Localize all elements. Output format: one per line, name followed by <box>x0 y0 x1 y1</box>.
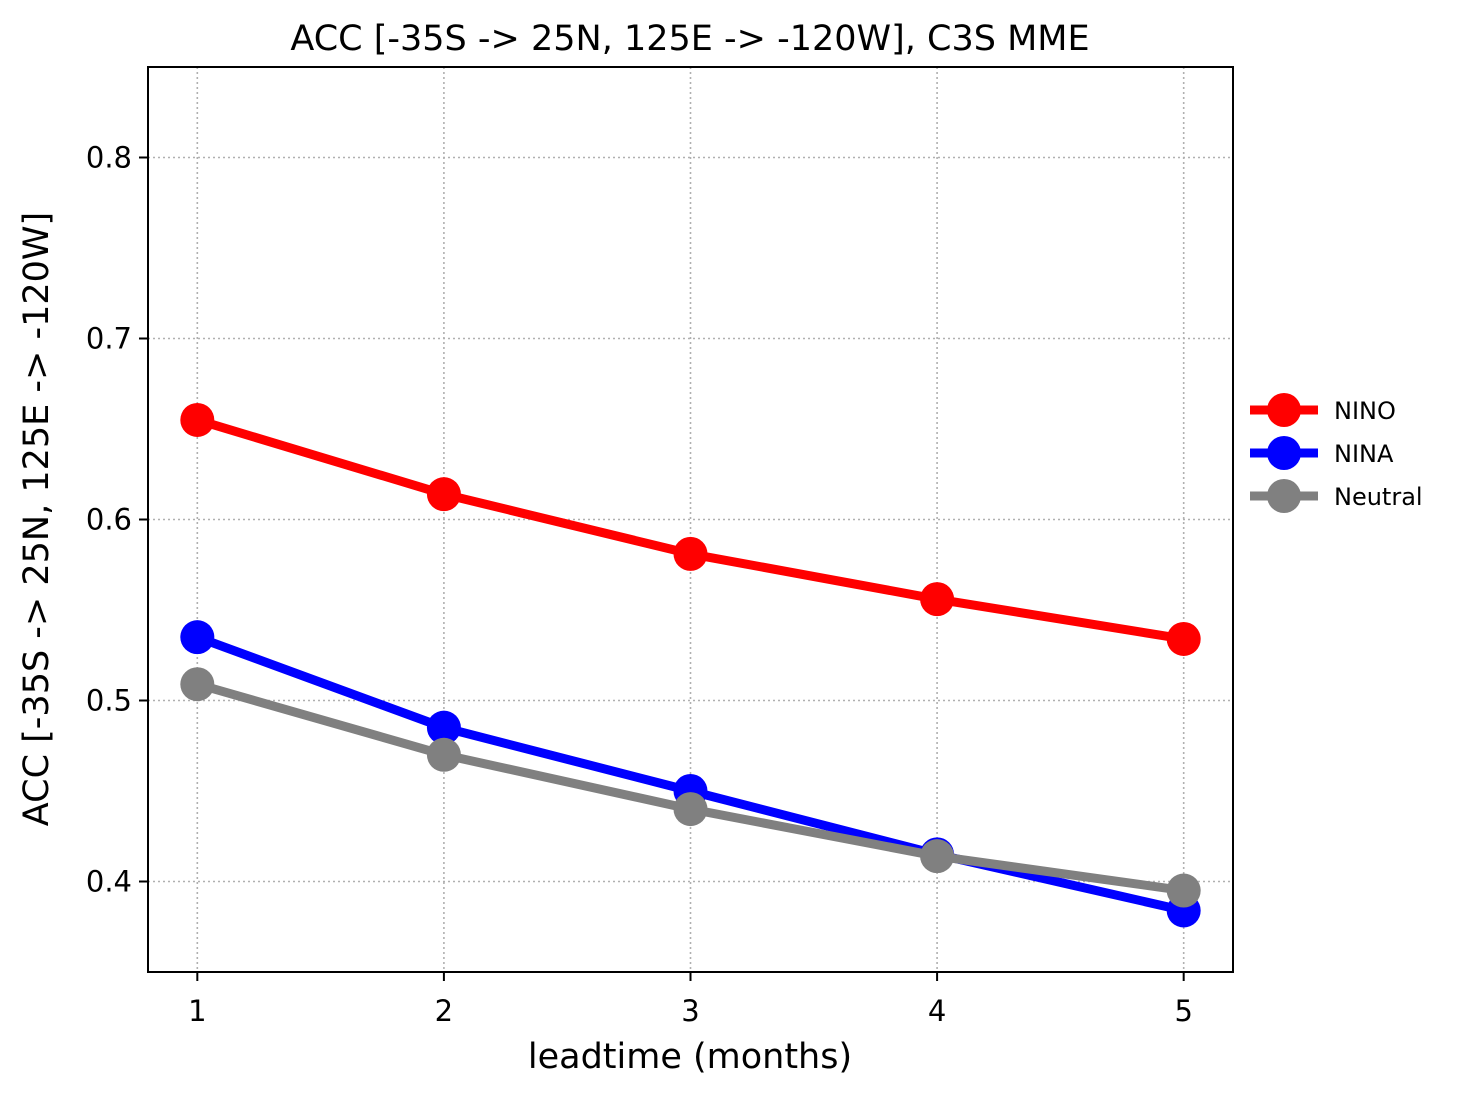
y-tick-label: 0.6 <box>86 503 132 537</box>
x-axis-ticks: 1 2 3 4 5 <box>188 972 1193 1028</box>
legend-item: NINO <box>1250 393 1396 427</box>
legend-label: NINA <box>1334 440 1394 468</box>
legend-marker <box>1267 393 1301 427</box>
x-tick-label: 2 <box>435 994 453 1028</box>
data-point-neutral <box>180 667 215 702</box>
data-point-neutral <box>426 737 461 772</box>
data-point-nino <box>180 402 215 437</box>
data-point-neutral <box>673 792 708 827</box>
legend: NINO NINA Neutral <box>1250 393 1423 513</box>
legend-label: NINO <box>1334 397 1396 425</box>
data-point-nino <box>1166 621 1201 656</box>
y-axis-ticks: 0.4 0.5 0.6 0.7 0.8 <box>86 141 148 899</box>
data-point-nina <box>426 710 461 745</box>
grid-layer <box>148 67 1233 972</box>
x-tick-label: 1 <box>188 994 206 1028</box>
data-point-nina <box>180 620 215 655</box>
x-tick-label: 5 <box>1174 994 1192 1028</box>
y-tick-label: 0.7 <box>86 322 132 356</box>
x-axis-label: leadtime (months) <box>528 1037 852 1077</box>
legend-label: Neutral <box>1334 483 1423 511</box>
y-tick-label: 0.4 <box>86 865 132 899</box>
legend-item: NINA <box>1250 436 1394 470</box>
data-point-nino <box>920 582 955 617</box>
series-neutral <box>180 667 1201 908</box>
legend-item: Neutral <box>1250 479 1423 513</box>
y-axis-label: ACC [-35S -> 25N, 125E -> -120W] <box>17 212 57 826</box>
legend-marker <box>1267 436 1301 470</box>
legend-marker <box>1267 479 1301 513</box>
y-tick-label: 0.8 <box>86 141 132 175</box>
y-tick-label: 0.5 <box>86 684 132 718</box>
data-point-neutral <box>1166 873 1201 908</box>
series-layer <box>180 402 1201 928</box>
x-tick-label: 3 <box>681 994 699 1028</box>
x-tick-label: 4 <box>928 994 946 1028</box>
chart-title: ACC [-35S -> 25N, 125E -> -120W], C3S MM… <box>290 19 1089 59</box>
data-point-neutral <box>920 839 955 874</box>
data-point-nino <box>673 536 708 571</box>
series-nino <box>180 402 1201 656</box>
data-point-nino <box>426 477 461 512</box>
